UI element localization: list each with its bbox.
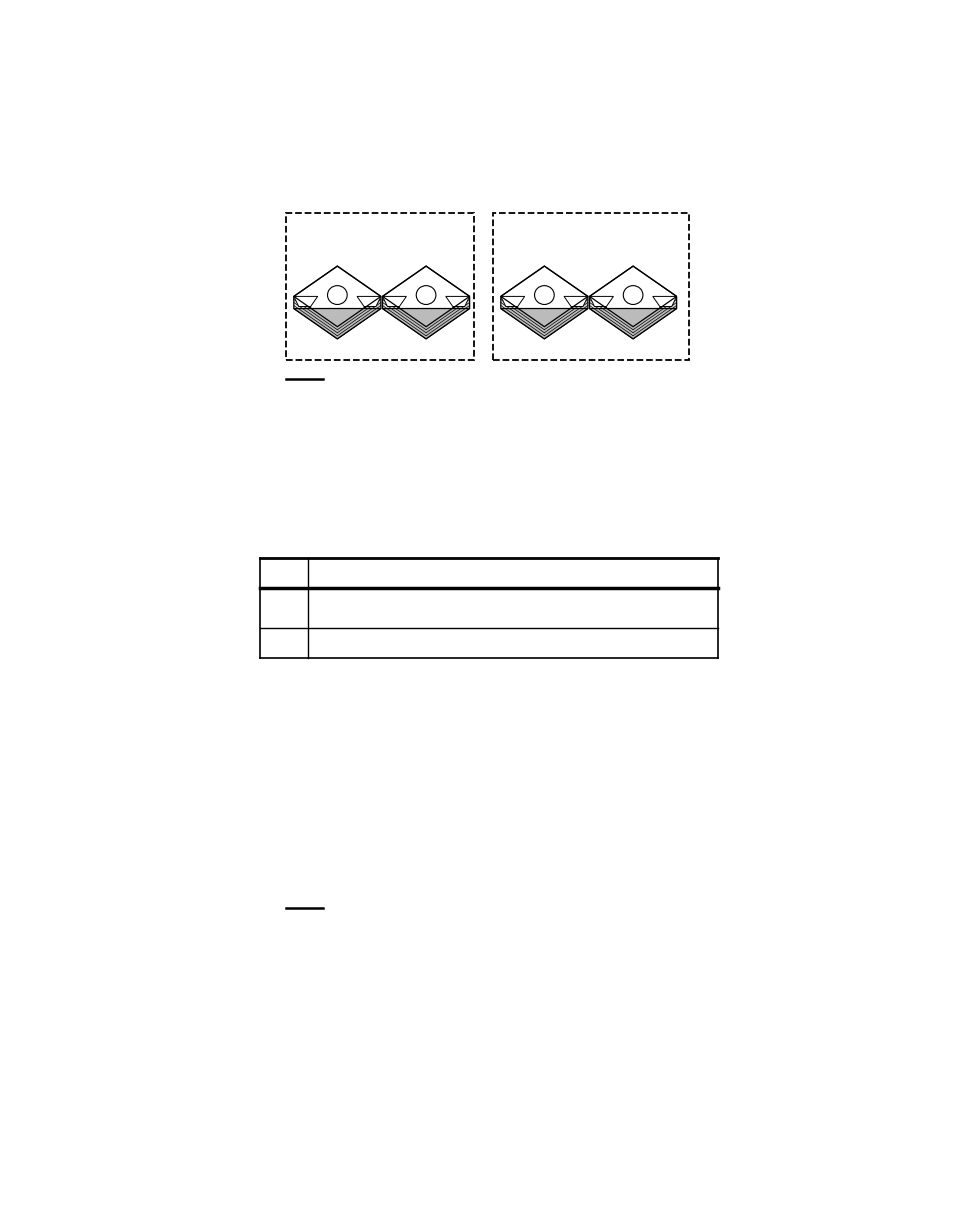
Polygon shape (563, 297, 587, 307)
Polygon shape (500, 297, 524, 307)
Polygon shape (294, 308, 380, 339)
Polygon shape (500, 297, 544, 339)
Polygon shape (652, 297, 676, 307)
Polygon shape (294, 266, 380, 326)
Polygon shape (633, 297, 676, 339)
Bar (492, 213, 688, 360)
Polygon shape (294, 297, 317, 307)
Polygon shape (589, 297, 613, 307)
Ellipse shape (416, 286, 436, 304)
Polygon shape (382, 308, 469, 339)
Bar (259, 558, 718, 659)
Polygon shape (500, 308, 587, 339)
Polygon shape (589, 266, 676, 326)
Ellipse shape (534, 286, 554, 304)
Polygon shape (445, 297, 469, 307)
Bar (285, 213, 474, 360)
Polygon shape (544, 297, 587, 339)
Polygon shape (382, 266, 469, 326)
Polygon shape (589, 297, 633, 339)
Polygon shape (356, 297, 380, 307)
Polygon shape (589, 308, 676, 339)
Polygon shape (382, 297, 406, 307)
Polygon shape (500, 266, 587, 326)
Polygon shape (337, 297, 380, 339)
Ellipse shape (327, 286, 347, 304)
Ellipse shape (622, 286, 642, 304)
Polygon shape (382, 297, 426, 339)
Polygon shape (426, 297, 469, 339)
Polygon shape (294, 297, 337, 339)
